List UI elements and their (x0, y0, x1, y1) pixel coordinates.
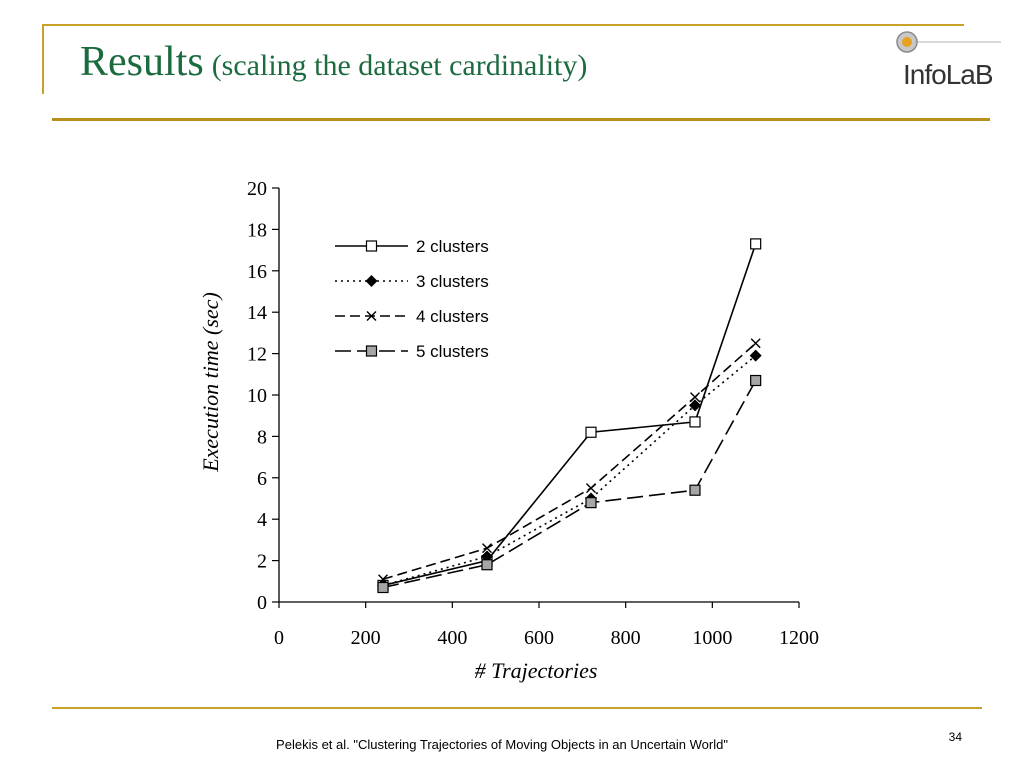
x-tick-label: 800 (611, 627, 641, 649)
data-point (689, 416, 701, 428)
x-tick-label: 200 (351, 627, 381, 649)
legend-item-1: 2 clusters (335, 237, 489, 256)
data-point (586, 483, 596, 494)
y-tick-label: 6 (257, 468, 267, 490)
y-tick-label: 20 (247, 178, 267, 200)
infolab-logo: InfoLaB (896, 31, 1001, 90)
legend-marker (365, 345, 378, 357)
data-point (689, 484, 701, 496)
series-3 (378, 338, 761, 585)
y-tick-label: 4 (257, 509, 267, 531)
chart-series (377, 238, 762, 594)
series-line (382, 243, 757, 587)
data-point (377, 581, 389, 594)
chart-legend: 2 clusters 3 clusters 4 clusters 5 clusters (335, 237, 489, 361)
y-tick-label: 16 (247, 261, 267, 283)
x-tick-label: 400 (437, 627, 467, 649)
title-divider (52, 118, 990, 121)
footer-divider (52, 707, 982, 709)
data-point (749, 349, 762, 362)
series-1 (377, 238, 762, 592)
legend-marker (366, 311, 377, 321)
x-tick-label: 600 (524, 627, 554, 649)
legend-item-4: 5 clusters (335, 342, 489, 361)
x-tick-label: 0 (274, 627, 284, 649)
x-axis-label: # Trajectories (475, 658, 598, 683)
y-tick-label: 14 (247, 302, 267, 324)
slide-title-sub: (scaling the dataset cardinality) (211, 49, 588, 82)
y-tick-label: 18 (247, 219, 267, 241)
x-tick-label: 1200 (779, 627, 819, 649)
legend-label: 2 clusters (416, 237, 489, 256)
data-point (585, 497, 597, 509)
series-line (382, 342, 757, 580)
legend-item-2: 3 clusters (335, 272, 489, 291)
legend-item-3: 4 clusters (335, 307, 489, 326)
series-4 (377, 374, 762, 594)
y-tick-label: 10 (247, 385, 267, 407)
y-tick-label: 0 (257, 592, 267, 614)
data-point (750, 238, 762, 250)
legend-marker (365, 240, 378, 252)
page-number: 34 (948, 730, 962, 744)
y-tick-label: 8 (257, 426, 267, 448)
slide-title: Results (scaling the dataset cardinality… (80, 38, 587, 86)
legend-label: 4 clusters (416, 307, 489, 326)
legend-marker (365, 275, 378, 287)
series-line (382, 380, 757, 589)
data-point (690, 392, 700, 403)
series-2 (377, 349, 762, 592)
y-tick-label: 12 (247, 344, 267, 366)
data-point (481, 559, 493, 571)
data-point (585, 426, 597, 438)
x-tick-label: 1000 (692, 627, 732, 649)
data-point (750, 338, 761, 349)
legend-label: 3 clusters (416, 272, 489, 291)
header-frame-left (42, 24, 44, 94)
data-point (750, 374, 762, 387)
legend-label: 5 clusters (416, 342, 489, 361)
slide-title-main: Results (80, 39, 204, 85)
footer-citation: Pelekis et al. "Clustering Trajectories … (276, 737, 728, 752)
header-frame-top (42, 24, 964, 26)
data-point (482, 543, 492, 554)
series-line (382, 355, 757, 587)
svg-text:InfoLaB: InfoLaB (903, 59, 993, 90)
data-point (689, 399, 701, 412)
y-tick-label: 2 (257, 551, 267, 573)
y-axis-label: Execution time (sec) (198, 292, 223, 473)
